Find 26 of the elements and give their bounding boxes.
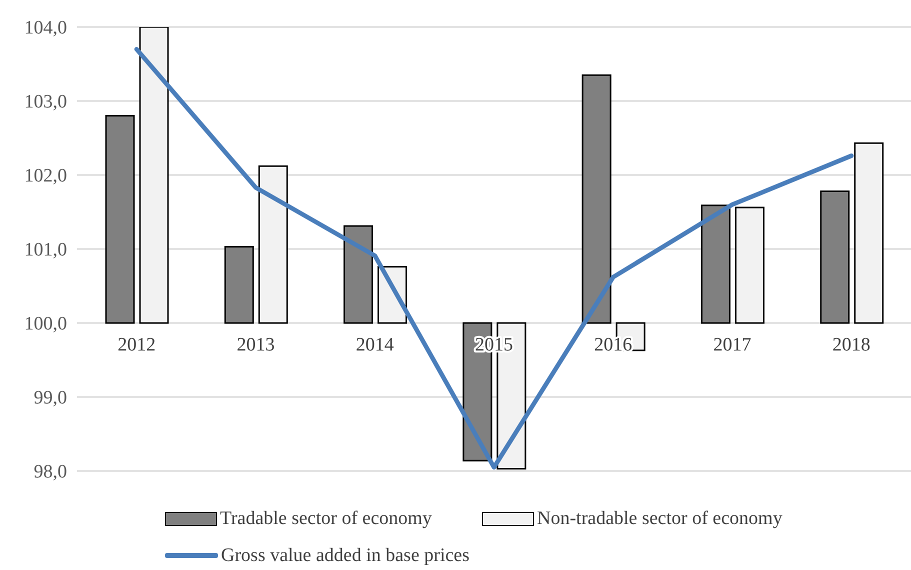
- x-tick-label: 2013: [236, 334, 275, 356]
- legend-label: Non-tradable sector of economy: [537, 508, 782, 530]
- x-tick-label: 2017: [713, 334, 752, 356]
- x-tick-label: 2012: [118, 334, 156, 356]
- bar: [139, 27, 169, 324]
- y-tick-label: 100,0: [24, 314, 67, 335]
- bar: [700, 204, 730, 324]
- y-tick-label: 99,0: [34, 388, 67, 409]
- bar: [734, 206, 764, 324]
- bar: [224, 246, 254, 324]
- x-tick-label: 2014: [356, 334, 394, 356]
- bar: [854, 142, 884, 324]
- y-tick-label: 103,0: [24, 92, 67, 113]
- y-tick-label: 101,0: [24, 240, 67, 261]
- legend-label: Gross value added in base prices: [221, 544, 470, 566]
- bar: [820, 190, 850, 324]
- bar: [344, 225, 374, 324]
- y-tick-label: 102,0: [24, 166, 67, 187]
- y-tick-label: 98,0: [34, 462, 67, 483]
- y-tick-label: 104,0: [24, 18, 67, 39]
- bar: [258, 165, 288, 324]
- bar: [582, 74, 612, 324]
- legend-label: Tradable sector of economy: [220, 508, 432, 530]
- x-tick-label: 2018: [832, 334, 870, 356]
- bar: [105, 115, 135, 324]
- x-tick-label: 2015: [475, 334, 513, 356]
